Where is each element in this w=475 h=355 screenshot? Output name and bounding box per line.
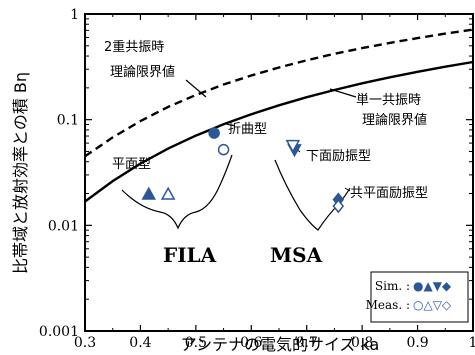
data-points [141, 127, 345, 214]
x-tick-label: 0.5 [185, 335, 207, 351]
meas-triangle-up-point [160, 186, 176, 200]
single-resonance-label-line1: 単一共振時 [356, 92, 421, 108]
x-tick-label: 1 [469, 335, 475, 351]
sim-circle-point [208, 127, 220, 139]
legend-sim-label: Sim. : [375, 279, 410, 293]
x-tick-label: 0.8 [351, 335, 373, 351]
meas-diamond-point [332, 198, 345, 214]
y-axis-label: 比帯域と放射効率との積 Bη [11, 72, 30, 274]
single-resonance-leader [329, 88, 357, 98]
plot-area: 0.3 0.4 0.5 0.6 0.7 0.8 0.9 1 0.001 0.01 0.1 1 [39, 7, 475, 351]
x-tick-label: 0.9 [406, 335, 428, 351]
double-resonance-label-line2: 理論限界値 [110, 64, 175, 80]
fila-brace [121, 154, 233, 230]
legend-frame [370, 271, 469, 323]
x-tick-label: 0.7 [296, 335, 318, 351]
folded-leader [225, 123, 236, 127]
fila-label: FILA [163, 243, 217, 267]
double-resonance-limit-curve [84, 28, 474, 158]
x-tick-label: 0.3 [74, 335, 96, 351]
x-axis-label: アンテナの電気的サイズ ka [181, 335, 380, 354]
legend-sim-symbols: ●▲▼◆ [413, 279, 452, 293]
meas-circle-point [217, 143, 230, 156]
curves [84, 28, 474, 203]
y-tick-label: 1 [70, 7, 79, 23]
bottom-fed-label: 下面励振型 [306, 149, 371, 164]
sim-triangle-up-point [141, 186, 157, 200]
axis-ticks [84, 13, 474, 332]
y-tick-label: 0.01 [48, 218, 79, 234]
double-resonance-label-line1: 2重共振時 [104, 39, 164, 55]
x-tick-label: 0.6 [240, 335, 262, 351]
folded-label: 折曲型 [228, 122, 267, 137]
y-tick-label: 0.001 [39, 324, 79, 340]
x-tick-label: 0.4 [129, 335, 151, 351]
single-resonance-limit-curve [84, 60, 474, 203]
double-resonance-leader [185, 79, 207, 98]
meas-triangle-down-point [285, 139, 301, 154]
single-resonance-label-line2: 理論限界値 [362, 112, 427, 128]
legend-box: Sim. : ●▲▼◆ Meas. : ○△▽◇ [366, 271, 469, 323]
legend-meas-symbols: ○△▽◇ [413, 298, 452, 312]
coplanar-fed-label: 共平面励振型 [350, 186, 428, 201]
y-tick-label: 0.1 [57, 113, 79, 129]
tick-labels: 0.3 0.4 0.5 0.6 0.7 0.8 0.9 1 0.001 0.01 0.1 1 [39, 7, 475, 351]
msa-label: MSA [270, 243, 323, 267]
planar-label: 平面型 [112, 157, 151, 172]
legend-meas-label: Meas. : [366, 298, 410, 312]
